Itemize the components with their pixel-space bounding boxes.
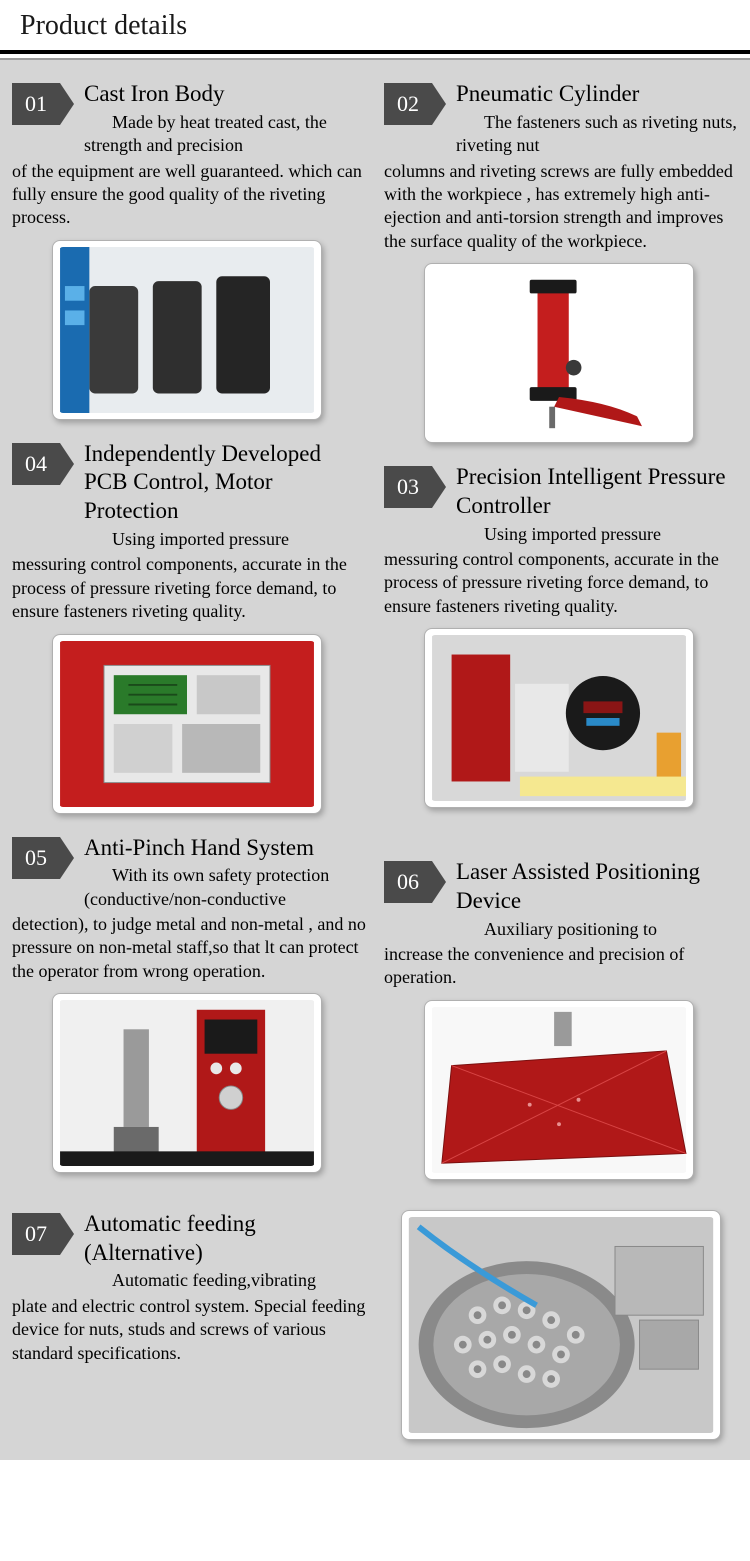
- feature-image-02: [424, 263, 694, 443]
- badge-number: 03: [384, 466, 432, 508]
- feature-image-06: [424, 1000, 694, 1180]
- badge-07: 07: [12, 1213, 74, 1255]
- left-column: 01 Cast Iron Body Made by heat treated c…: [12, 80, 366, 1200]
- feature-07: 07 Automatic feeding (Alternative) Autom…: [12, 1210, 366, 1440]
- feature-title: Laser Assisted Positioning Device: [456, 858, 738, 916]
- feature-title: Anti-Pinch Hand System: [84, 834, 366, 863]
- feature-02: 02 Pneumatic Cylinder The fasteners such…: [384, 80, 738, 443]
- header: Product details: [0, 0, 750, 54]
- badge-arrow-icon: [60, 443, 74, 485]
- columns: 01 Cast Iron Body Made by heat treated c…: [12, 80, 738, 1200]
- badge-arrow-icon: [60, 83, 74, 125]
- badge-arrow-icon: [432, 466, 446, 508]
- feature-title: Automatic feeding (Alternative): [84, 1210, 366, 1268]
- badge-arrow-icon: [60, 837, 74, 879]
- feature-desc-indent: Using imported pressure: [456, 523, 738, 546]
- badge-number: 01: [12, 83, 60, 125]
- right-column: 02 Pneumatic Cylinder The fasteners such…: [384, 80, 738, 1200]
- feature-desc: detection), to judge metal and non-metal…: [12, 913, 366, 983]
- badge-arrow-icon: [60, 1213, 74, 1255]
- badge-number: 06: [384, 861, 432, 903]
- feature-01: 01 Cast Iron Body Made by heat treated c…: [12, 80, 366, 420]
- feature-image-03: [424, 628, 694, 808]
- bottom-image-container: [384, 1210, 738, 1440]
- badge-05: 05: [12, 837, 74, 879]
- feature-desc: increase the convenience and precision o…: [384, 943, 738, 990]
- feature-image-04: [52, 634, 322, 814]
- feature-title: Precision Intelligent Pressure Controlle…: [456, 463, 738, 521]
- feature-desc: columns and riveting screws are fully em…: [384, 160, 738, 254]
- feature-desc: of the equipment are well guaranteed. wh…: [12, 160, 366, 230]
- badge-01: 01: [12, 83, 74, 125]
- feature-head: 07 Automatic feeding (Alternative) Autom…: [12, 1210, 366, 1293]
- feature-desc-indent: Auxiliary positioning to: [456, 918, 738, 941]
- badge-number: 07: [12, 1213, 60, 1255]
- feature-04: 04 Independently Developed PCB Control, …: [12, 440, 366, 814]
- badge-arrow-icon: [432, 861, 446, 903]
- badge-arrow-icon: [432, 83, 446, 125]
- feature-03: 03 Precision Intelligent Pressure Contro…: [384, 463, 738, 808]
- feature-desc: plate and electric control system. Speci…: [12, 1295, 366, 1365]
- feature-head: 03 Precision Intelligent Pressure Contro…: [384, 463, 738, 546]
- badge-02: 02: [384, 83, 446, 125]
- feature-image-01: [52, 240, 322, 420]
- feature-head: 06 Laser Assisted Positioning Device Aux…: [384, 858, 738, 941]
- badge-04: 04: [12, 443, 74, 485]
- feature-05: 05 Anti-Pinch Hand System With its own s…: [12, 834, 366, 1174]
- feature-image-05: [52, 993, 322, 1173]
- feature-title: Pneumatic Cylinder: [456, 80, 738, 109]
- badge-number: 02: [384, 83, 432, 125]
- feature-head: 02 Pneumatic Cylinder The fasteners such…: [384, 80, 738, 158]
- feature-desc: messuring control components, accurate i…: [384, 548, 738, 618]
- feature-head: 01 Cast Iron Body Made by heat treated c…: [12, 80, 366, 158]
- badge-03: 03: [384, 466, 446, 508]
- feature-desc-indent: The fasteners such as riveting nuts, riv…: [456, 111, 738, 158]
- content-area: 01 Cast Iron Body Made by heat treated c…: [0, 58, 750, 1460]
- feature-desc-indent: Using imported pressure: [84, 528, 366, 551]
- feature-desc-indent: Made by heat treated cast, the strength …: [84, 111, 366, 158]
- feature-head: 05 Anti-Pinch Hand System With its own s…: [12, 834, 366, 912]
- page-title: Product details: [20, 10, 730, 42]
- feature-desc: messuring control components, accurate i…: [12, 553, 366, 623]
- feature-image-07: [401, 1210, 721, 1440]
- badge-number: 05: [12, 837, 60, 879]
- feature-head: 04 Independently Developed PCB Control, …: [12, 440, 366, 552]
- feature-06: 06 Laser Assisted Positioning Device Aux…: [384, 858, 738, 1180]
- badge-number: 04: [12, 443, 60, 485]
- feature-desc-indent: With its own safety protection (conducti…: [84, 864, 366, 911]
- feature-title: Independently Developed PCB Control, Mot…: [84, 440, 366, 526]
- bottom-row: 07 Automatic feeding (Alternative) Autom…: [12, 1210, 738, 1440]
- feature-desc-indent: Automatic feeding,vibrating: [84, 1269, 366, 1292]
- badge-06: 06: [384, 861, 446, 903]
- feature-title: Cast Iron Body: [84, 80, 366, 109]
